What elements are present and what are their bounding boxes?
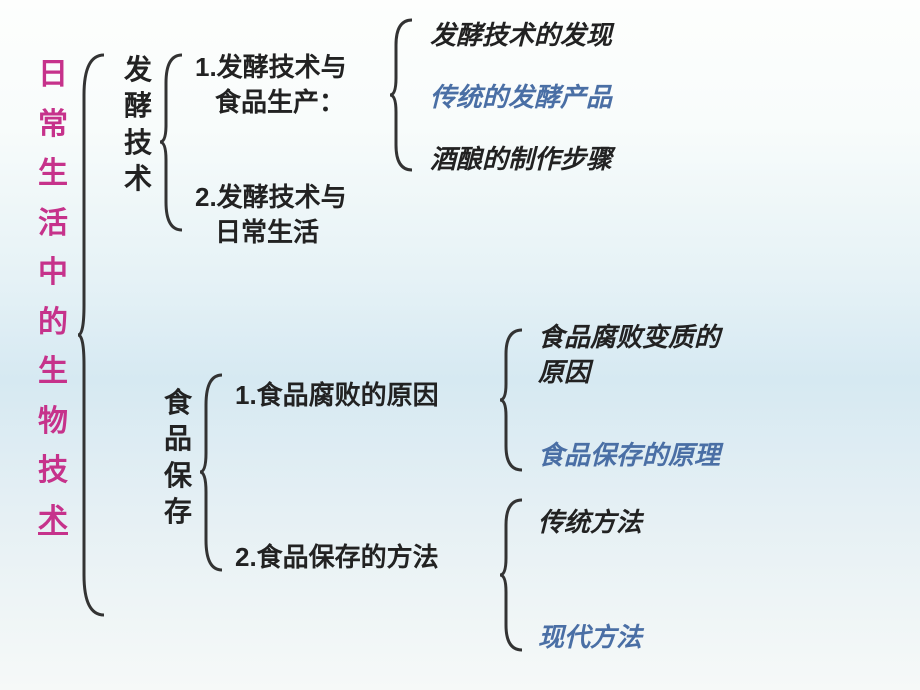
leaf-b1-2: 食品保存的原理 (538, 438, 720, 473)
node-char: 酵 (124, 88, 152, 124)
brace-b1-leaves (500, 330, 530, 470)
leaf-a1-3: 酒酿的制作步骤 (430, 142, 612, 177)
node-char: 技 (124, 125, 152, 161)
node-a1-line2: 食品生产： (195, 85, 347, 120)
brace-b2-leaves (500, 500, 530, 650)
brace-food (200, 375, 230, 570)
root-char: 生 (38, 149, 68, 199)
node-char: 术 (124, 161, 152, 197)
node-a2: 2.发酵技术与 日常生活 (195, 180, 347, 250)
leaf-a1-2: 传统的发酵产品 (430, 80, 612, 115)
leaf-b1-1-line2: 原因 (538, 355, 720, 390)
brace-root (78, 55, 118, 615)
leaf-b2-1: 传统方法 (538, 505, 642, 540)
root-char: 物 (38, 397, 68, 447)
diagram: 日常生活中的生物技术 发酵技术 1.发酵技术与 食品生产： 2.发酵技术与 日常… (0, 0, 920, 690)
brace-fermentation (160, 55, 190, 230)
node-a1: 1.发酵技术与 食品生产： (195, 50, 347, 120)
node-a1-line1: 1.发酵技术与 (195, 50, 347, 85)
node-char: 品 (164, 421, 192, 457)
root-char: 常 (38, 100, 68, 150)
node-food-preservation: 食品保存 (162, 385, 194, 531)
root-char: 活 (38, 199, 68, 249)
node-char: 存 (164, 494, 192, 530)
root-char: 技 (38, 446, 68, 496)
node-a2-line1: 2.发酵技术与 (195, 180, 347, 215)
node-b2: 2.食品保存的方法 (235, 540, 439, 575)
leaf-b1-1-line1: 食品腐败变质的 (538, 320, 720, 355)
leaf-b1-1: 食品腐败变质的 原因 (538, 320, 720, 390)
root-char: 中 (38, 248, 68, 298)
node-b1: 1.食品腐败的原因 (235, 378, 439, 413)
node-char: 发 (124, 52, 152, 88)
root-char: 术 (38, 496, 68, 546)
node-fermentation-tech: 发酵技术 (122, 52, 154, 198)
leaf-a1-1: 发酵技术的发现 (430, 18, 612, 53)
root-char: 的 (38, 298, 68, 348)
leaf-b2-2: 现代方法 (538, 620, 642, 655)
brace-a1-leaves (390, 20, 420, 170)
root-char: 日 (38, 50, 68, 100)
node-char: 保 (164, 458, 192, 494)
root-title: 日常生活中的生物技术 (35, 50, 71, 545)
node-char: 食 (164, 385, 192, 421)
node-a2-line2: 日常生活 (195, 215, 347, 250)
root-char: 生 (38, 347, 68, 397)
